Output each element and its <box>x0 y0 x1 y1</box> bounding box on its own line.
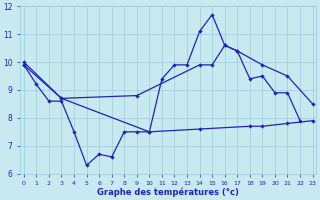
X-axis label: Graphe des températures (°c): Graphe des températures (°c) <box>97 188 239 197</box>
